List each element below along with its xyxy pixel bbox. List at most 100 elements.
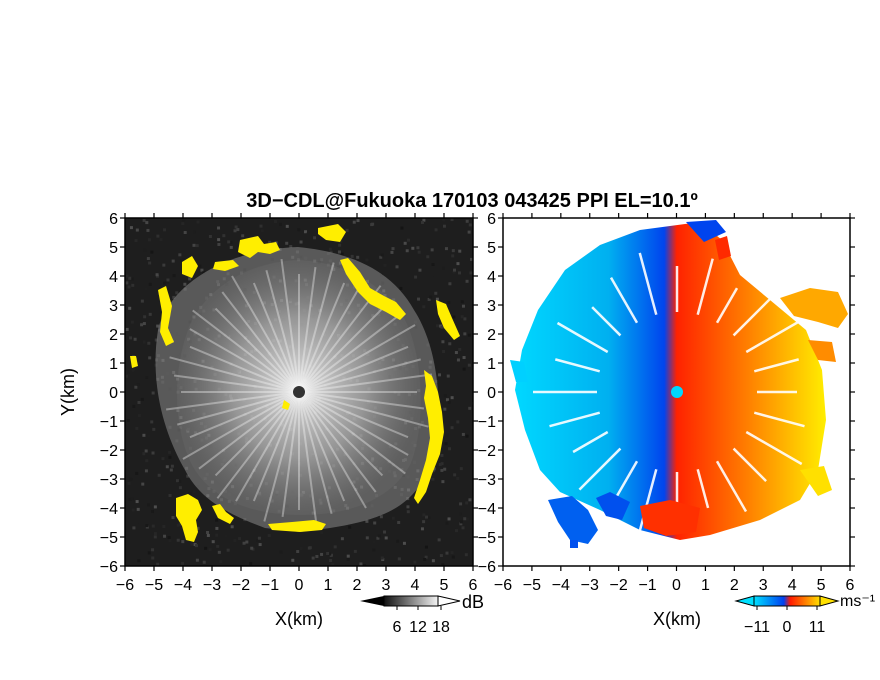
- noise-cell: [165, 465, 169, 469]
- snr-ray: [166, 391, 300, 411]
- x-tick-label: 4: [788, 577, 797, 594]
- snr-ray: [189, 391, 300, 439]
- snr-ray: [298, 391, 377, 493]
- noise-cell: [125, 374, 129, 378]
- noise-cell: [229, 241, 233, 245]
- noise-cell: [326, 551, 330, 555]
- snr-colorbar-gradient: [383, 595, 439, 607]
- noise-cell: [152, 427, 156, 431]
- y-tick-label: 4: [109, 269, 118, 286]
- noise-cell: [216, 544, 220, 548]
- velocity-colorbar-under-arrow: [734, 595, 755, 607]
- colorbar-tick-label: 0: [783, 619, 792, 636]
- y-tick-label: 3: [109, 298, 118, 315]
- noise-cell: [153, 532, 157, 536]
- noise-cell: [147, 341, 151, 345]
- noise-cell: [200, 268, 204, 272]
- noise-cell: [176, 538, 180, 542]
- noise-cell: [406, 510, 410, 514]
- noise-cell: [458, 249, 462, 253]
- x-tick-label: 5: [440, 577, 449, 594]
- x-tick-label: 5: [817, 577, 826, 594]
- noise-cell: [465, 279, 469, 283]
- noise-cell: [440, 468, 444, 472]
- noise-cell: [467, 363, 471, 367]
- noise-cell: [430, 248, 434, 252]
- noise-cell: [142, 322, 146, 326]
- noise-cell: [443, 467, 447, 471]
- noise-cell: [442, 218, 446, 222]
- noise-cell: [183, 282, 187, 286]
- noise-cell: [215, 533, 219, 537]
- snr-ray: [192, 309, 300, 393]
- noise-cell: [422, 513, 426, 517]
- noise-cell: [450, 396, 454, 400]
- velocity-gap-ray: [696, 258, 714, 316]
- noise-cell: [459, 502, 463, 506]
- noise-cell: [233, 229, 237, 233]
- noise-cell: [456, 420, 460, 424]
- noise-cell: [151, 391, 155, 395]
- velocity-gap-ray: [578, 447, 622, 491]
- noise-cell: [432, 469, 436, 473]
- noise-cell: [141, 482, 145, 486]
- noise-cell: [458, 512, 462, 516]
- snr-ray: [298, 282, 346, 393]
- noise-cell: [331, 563, 335, 566]
- noise-cell: [463, 317, 467, 321]
- noise-cell: [178, 522, 182, 526]
- noise-cell: [233, 539, 237, 543]
- noise-cell: [147, 238, 151, 242]
- noise-cell: [450, 551, 454, 555]
- noise-cell: [447, 400, 451, 404]
- velocity-gap-ray: [638, 468, 658, 532]
- y-tick-label: 5: [109, 240, 118, 257]
- noise-cell: [422, 218, 426, 222]
- noise-cell: [211, 540, 215, 544]
- velocity-gap-ray: [753, 411, 805, 428]
- x-tick-label: 2: [353, 577, 362, 594]
- noise-cell: [417, 250, 421, 254]
- noise-cell: [285, 241, 289, 245]
- noise-cell: [320, 552, 324, 556]
- noise-cell: [239, 253, 243, 257]
- noise-cell: [167, 536, 171, 540]
- noise-cell: [217, 226, 221, 230]
- noise-cell: [365, 258, 369, 262]
- noise-cell: [145, 524, 149, 528]
- noise-cell: [135, 426, 139, 430]
- noise-cell: [170, 464, 174, 468]
- noise-cell: [442, 349, 446, 353]
- noise-cell: [365, 519, 369, 523]
- noise-cell: [338, 243, 342, 247]
- noise-cell: [134, 385, 138, 389]
- velocity-field: [515, 222, 826, 540]
- noise-cell: [434, 228, 438, 232]
- snr-ray: [198, 391, 300, 470]
- noise-cell: [145, 221, 149, 225]
- snr-ray: [298, 358, 421, 393]
- noise-cell: [140, 299, 144, 303]
- y-tick-label: −4: [100, 501, 118, 518]
- noise-cell: [313, 236, 317, 240]
- colorbar-tick-label: 6: [393, 619, 402, 636]
- noise-cell: [454, 351, 458, 355]
- noise-cell: [208, 235, 212, 239]
- x-tick-label: 0: [295, 577, 304, 594]
- noise-cell: [127, 481, 131, 485]
- noise-cell: [452, 315, 456, 319]
- noise-cell: [242, 541, 246, 545]
- noise-cell: [190, 542, 194, 546]
- snr-ray: [298, 345, 409, 393]
- noise-cell: [329, 250, 333, 254]
- noise-cell: [433, 273, 437, 277]
- noise-cell: [340, 537, 344, 541]
- noise-cell: [445, 433, 449, 437]
- snr-colorbar-under-arrow: [360, 596, 384, 606]
- noise-cell: [149, 274, 153, 278]
- noise-cell: [441, 563, 445, 566]
- y-tick-label: −5: [478, 530, 496, 547]
- velocity-gap-ray: [612, 460, 639, 502]
- noise-cell: [443, 407, 447, 411]
